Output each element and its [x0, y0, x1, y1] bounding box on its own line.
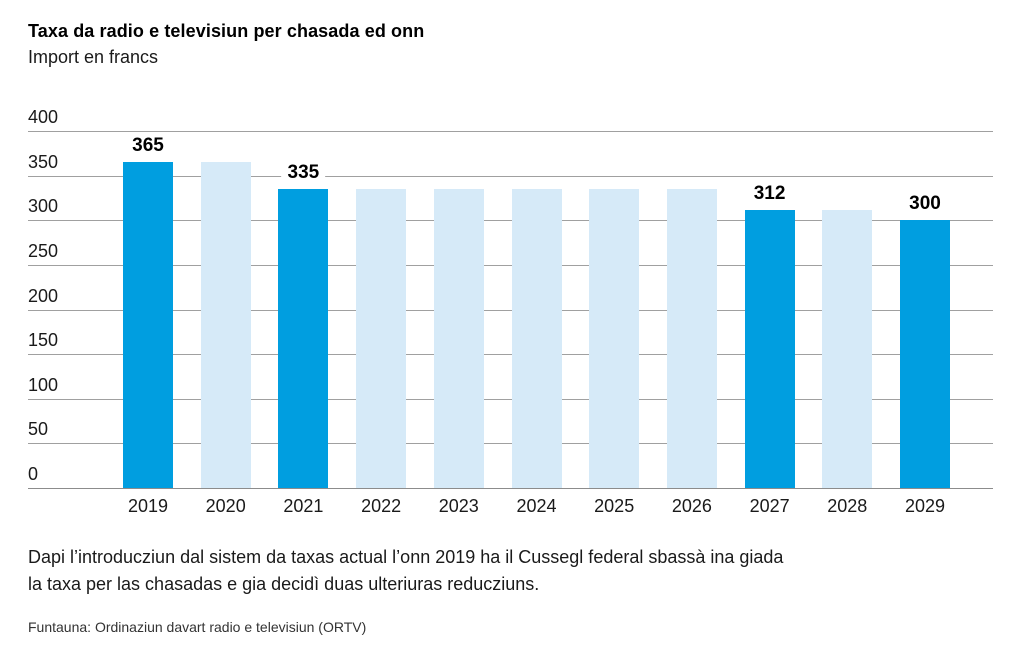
- bar-value-label-2021: 335: [281, 162, 326, 185]
- y-axis-label-250: 250: [28, 240, 59, 261]
- gridline-350: [28, 175, 993, 177]
- bar-2024: [511, 189, 562, 488]
- x-axis-label-2027: 2027: [749, 496, 790, 516]
- x-axis-label-2029: 2029: [904, 496, 946, 516]
- y-axis-label-150: 150: [28, 330, 59, 351]
- bar-2026: [666, 189, 717, 488]
- bar-2028: [822, 209, 873, 488]
- bar-2023: [433, 189, 484, 488]
- y-axis-label-0: 0: [28, 464, 39, 484]
- x-axis-label-2022: 2022: [361, 496, 402, 516]
- x-axis-label-2026: 2026: [671, 496, 712, 516]
- gridline-100: [28, 398, 993, 400]
- bar-value-label-2019: 365: [126, 135, 170, 158]
- bar-value-label-2029: 300: [903, 193, 947, 216]
- bar-2025: [589, 189, 640, 488]
- y-axis-label-50: 50: [28, 419, 49, 440]
- bar-2019: [123, 162, 173, 488]
- bar-value-label-2027: 312: [747, 182, 792, 205]
- bar-2021: [278, 189, 329, 488]
- x-axis-label-2025: 2025: [594, 496, 635, 516]
- x-axis-label-2020: 2020: [205, 496, 246, 516]
- y-axis-label-200: 200: [28, 285, 59, 306]
- bar-chart: 0 50 100 150 200 250 300 350 400 365 2019 2020 335 20…: [28, 108, 993, 516]
- y-axis-label-350: 350: [28, 151, 59, 172]
- x-axis-baseline: [28, 488, 993, 489]
- gridline-200: [28, 309, 993, 311]
- x-axis-label-2019: 2019: [127, 496, 169, 516]
- bar-2029: [900, 220, 950, 488]
- chart-note-line1: Dapi l’introducziun dal sistem da taxas …: [28, 547, 784, 567]
- gridline-50: [28, 443, 993, 445]
- x-axis-label-2023: 2023: [438, 496, 479, 516]
- source-line: Funtauna: Ordinaziun davart radio e tele…: [28, 619, 367, 635]
- y-axis-label-300: 300: [28, 196, 59, 217]
- x-axis-label-2028: 2028: [827, 496, 868, 516]
- x-axis-label-2021: 2021: [283, 496, 324, 516]
- gridline-250: [28, 264, 993, 266]
- chart-title: Taxa da radio e televisiun per chasada e…: [28, 21, 425, 41]
- gridline-400: [28, 131, 993, 132]
- y-axis-label-100: 100: [28, 374, 59, 395]
- chart-note: Dapi l’introducziun dal sistem da taxas …: [28, 544, 783, 598]
- bar-2020: [200, 162, 251, 488]
- y-axis-label-400: 400: [28, 107, 59, 127]
- gridline-300: [28, 220, 993, 222]
- x-axis-label-2024: 2024: [516, 496, 557, 516]
- bar-2022: [356, 189, 407, 488]
- gridline-150: [28, 354, 993, 356]
- chart-subtitle: Import en francs: [28, 47, 159, 67]
- chart-note-line2: la taxa per las chasadas e gia decidì du…: [28, 574, 540, 594]
- bar-2027: [744, 209, 795, 488]
